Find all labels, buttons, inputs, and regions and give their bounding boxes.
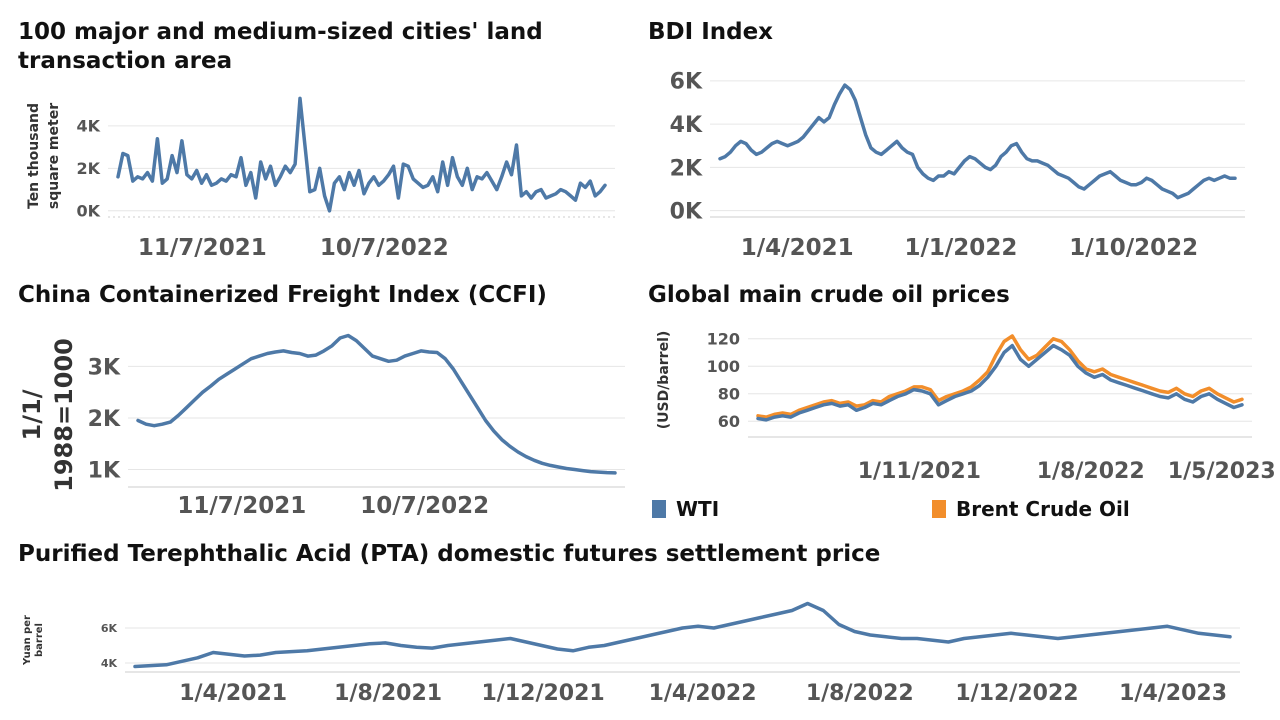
legend-swatch-brent — [932, 500, 946, 518]
y-tick-label: 3K — [88, 355, 121, 380]
y-tick-label: 2K — [670, 156, 703, 181]
pta-chart-title: Purified Terephthalic Acid (PTA) domesti… — [18, 541, 881, 567]
x-tick-label: 1/8/2021 — [334, 681, 442, 706]
land-chart-svg: 0K 2K 4K 11/7/2021 10/7/2022 Ten thousand squa… — [26, 96, 615, 261]
bdi-chart-svg: 0K 2K 4K 6K 1/4/2021 1/1/2022 1/10/2022 — [670, 70, 1245, 261]
pta-chart-panel: Purified Terephthalic Acid (PTA) domesti… — [0, 535, 1280, 720]
y-axis-label: square meter — [46, 103, 62, 209]
legend-label-wti: WTI — [676, 497, 720, 521]
y-tick-label: 120 — [707, 330, 740, 349]
x-tick-label: 1/10/2022 — [1069, 235, 1198, 261]
y-tick-label: 6K — [670, 70, 703, 95]
oil-series-line-1 — [756, 334, 1244, 419]
y-tick-label: 6K — [101, 622, 118, 635]
y-tick-label: 1K — [88, 458, 121, 483]
x-tick-label: 1/8/2022 — [806, 681, 914, 706]
y-tick-label: 4K — [670, 113, 703, 138]
legend-label-brent: Brent Crude Oil — [956, 497, 1130, 521]
oil-chart-title: Global main crude oil prices — [648, 282, 1010, 308]
bdi-chart-panel: BDI Index 0K 2K 4K 6K 1/4/2021 1/1/2022 1/10/2… — [640, 0, 1280, 275]
x-tick-label: 1/4/2022 — [649, 681, 757, 706]
ccfi-chart-svg: 1K 2K 3K 11/7/2021 10/7/2022 1/1/1988=1000 — [18, 333, 625, 519]
land-series-line-0 — [116, 96, 607, 213]
x-tick-label: 1/8/2022 — [1037, 459, 1145, 484]
x-tick-label: 1/5/2023 — [1168, 459, 1276, 484]
oil-chart-panel: Global main crude oil prices 60 80 100 120 1… — [640, 275, 1280, 535]
y-axis-label: barrel — [34, 623, 45, 657]
y-axis-label: 1988=1000 — [50, 338, 78, 492]
ccfi-chart-title: China Containerized Freight Index (CCFI) — [18, 282, 547, 308]
bdi-series-line-0 — [718, 83, 1237, 200]
x-tick-label: 1/11/2021 — [858, 459, 981, 484]
x-tick-label: 1/12/2021 — [482, 681, 605, 706]
y-axis-label: Yuan per — [22, 615, 33, 666]
y-tick-label: 2K — [88, 407, 121, 432]
y-axis-label: 1/1/ — [18, 389, 46, 440]
x-tick-label: 10/7/2022 — [360, 493, 489, 519]
x-tick-label: 1/4/2021 — [179, 681, 287, 706]
legend-item-brent: Brent Crude Oil — [932, 497, 1130, 521]
x-tick-label: 1/4/2023 — [1119, 681, 1227, 706]
x-tick-label: 11/7/2021 — [138, 235, 267, 261]
y-tick-label: 0K — [76, 202, 100, 221]
y-tick-label: 2K — [76, 159, 100, 178]
y-tick-label: 4K — [76, 117, 100, 136]
x-tick-label: 1/4/2021 — [741, 235, 854, 261]
x-tick-label: 10/7/2022 — [320, 235, 449, 261]
legend-swatch-wti — [652, 500, 666, 518]
y-tick-label: 80 — [718, 385, 740, 404]
legend-item-wti: WTI — [652, 497, 719, 521]
x-tick-label: 1/12/2022 — [955, 681, 1078, 706]
y-tick-label: 60 — [718, 412, 740, 431]
ccfi-series-line-0 — [136, 333, 617, 475]
pta-chart-svg: 4K 6K 1/4/2021 1/8/2021 1/12/2021 1/4/2022 1/8… — [22, 601, 1240, 706]
ccfi-chart-panel: China Containerized Freight Index (CCFI)… — [0, 275, 640, 535]
oil-chart-svg: 60 80 100 120 1/11/2021 1/8/2022 1/5/2023 (USD/… — [656, 330, 1276, 484]
y-tick-label: 4K — [101, 657, 118, 670]
bdi-chart-title: BDI Index — [648, 19, 774, 45]
pta-series-line-0 — [133, 601, 1232, 669]
y-axis-label: (USD/barrel) — [656, 331, 672, 430]
land-chart-title: 100 major and medium-sized cities' land … — [18, 19, 543, 74]
x-tick-label: 11/7/2021 — [177, 493, 306, 519]
land-chart-panel: 100 major and medium-sized cities' land … — [0, 0, 640, 265]
oil-series-line-0 — [756, 343, 1244, 422]
x-tick-label: 1/1/2022 — [905, 235, 1018, 261]
y-tick-label: 0K — [670, 200, 703, 225]
y-axis-label: Ten thousand — [26, 103, 42, 209]
y-tick-label: 100 — [707, 357, 740, 376]
